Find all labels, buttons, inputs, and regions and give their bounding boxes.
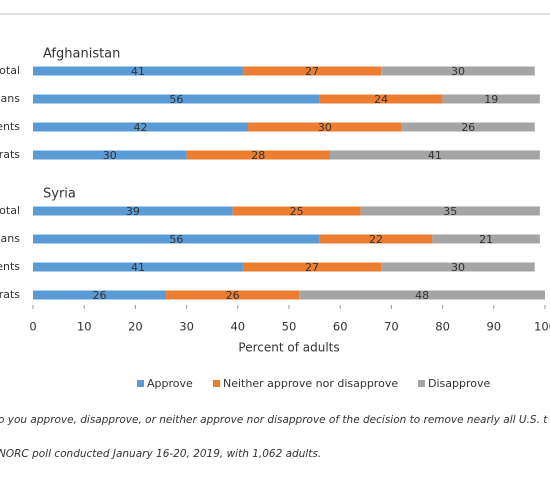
bar-segment <box>381 66 535 76</box>
bar-segment <box>319 234 433 244</box>
bar-segment <box>33 122 249 132</box>
value-label: 27 <box>305 261 319 274</box>
value-label: 30 <box>103 149 117 162</box>
legend-swatch <box>418 380 425 387</box>
bar-segment <box>248 122 402 132</box>
category-label: rats <box>0 148 20 161</box>
value-label: 28 <box>251 149 265 162</box>
value-label: 41 <box>131 65 145 78</box>
x-axis-label: Percent of adults <box>238 341 339 355</box>
bar-segment <box>186 150 330 160</box>
bar-segment <box>232 206 361 216</box>
bar-segment <box>381 262 535 272</box>
x-tick-label: 80 <box>435 320 450 334</box>
value-label: 26 <box>226 289 240 302</box>
x-tick-label: 90 <box>486 320 501 334</box>
category-label: cans <box>0 232 20 245</box>
bar-segment <box>33 150 187 160</box>
bar-segment <box>319 94 443 104</box>
value-label: 22 <box>369 233 383 246</box>
legend-swatch <box>137 380 144 387</box>
value-label: 41 <box>428 149 442 162</box>
note: o you approve, disapprove, or neither ap… <box>0 414 548 426</box>
group-title: Syria <box>43 187 76 202</box>
value-label: 48 <box>415 289 429 302</box>
x-tick-label: 50 <box>282 320 297 334</box>
category-label: ents <box>0 260 20 273</box>
x-tick-label: 70 <box>384 320 399 334</box>
value-label: 56 <box>169 233 183 246</box>
bar-segment <box>360 206 540 216</box>
note: NORC poll conducted January 16-20, 2019,… <box>0 448 321 460</box>
bar-segment <box>242 66 382 76</box>
x-tick-label: 0 <box>29 320 36 334</box>
bar-segment <box>166 290 300 300</box>
bar-segment <box>329 150 540 160</box>
legend-label: Disapprove <box>428 377 490 390</box>
value-label: 30 <box>451 261 465 274</box>
bar-segment <box>33 234 320 244</box>
legend-label: Approve <box>147 377 193 390</box>
legend-swatch <box>213 380 220 387</box>
value-label: 41 <box>131 261 145 274</box>
bar-segment <box>432 234 540 244</box>
category-label: otal <box>0 204 20 217</box>
bar-segment <box>33 262 243 272</box>
value-label: 30 <box>318 121 332 134</box>
value-label: 26 <box>93 289 107 302</box>
x-tick-label: 40 <box>230 320 245 334</box>
bar-segment <box>33 66 243 76</box>
x-tick-label: 20 <box>128 320 143 334</box>
value-label: 19 <box>484 93 498 106</box>
value-label: 21 <box>479 233 493 246</box>
x-tick-label: 30 <box>179 320 194 334</box>
bar-segment <box>401 122 535 132</box>
legend-label: Neither approve nor disapprove <box>223 377 398 390</box>
value-label: 26 <box>461 121 475 134</box>
value-label: 39 <box>126 205 140 218</box>
value-label: 56 <box>169 93 183 106</box>
x-tick-label: 100 <box>534 320 550 334</box>
category-label: ents <box>0 120 20 133</box>
bar-segment <box>33 206 233 216</box>
category-label: rats <box>0 288 20 301</box>
x-tick-label: 10 <box>77 320 92 334</box>
category-label: cans <box>0 92 20 105</box>
x-tick-label: 60 <box>333 320 348 334</box>
value-label: 27 <box>305 65 319 78</box>
value-label: 42 <box>134 121 148 134</box>
value-label: 25 <box>290 205 304 218</box>
bar-segment <box>33 94 320 104</box>
value-label: 35 <box>443 205 457 218</box>
bar-segment <box>242 262 382 272</box>
bar-segment <box>33 290 167 300</box>
bar-segment <box>299 290 545 300</box>
bar-segment <box>442 94 540 104</box>
value-label: 30 <box>451 65 465 78</box>
group-title: Afghanistan <box>43 47 120 62</box>
category-label: otal <box>0 64 20 77</box>
value-label: 24 <box>374 93 388 106</box>
